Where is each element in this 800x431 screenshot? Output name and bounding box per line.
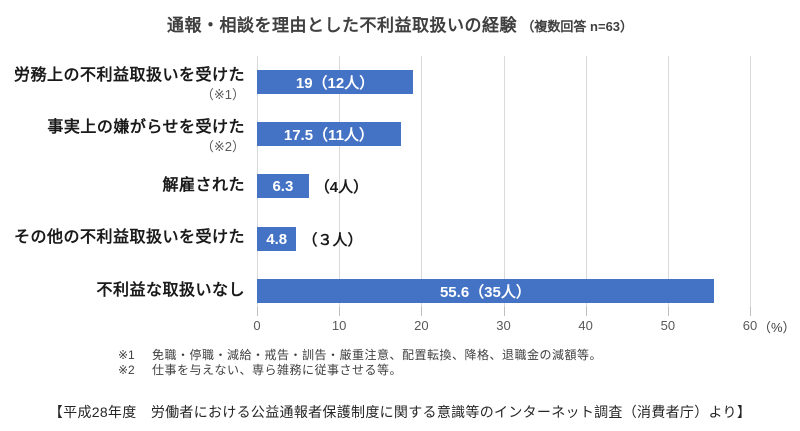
chart-title: 通報・相談を理由とした不利益取扱いの経験 （複数回答 n=63） (0, 11, 800, 36)
gridline-50 (667, 56, 669, 307)
x-tick-0: 0 (253, 318, 261, 333)
bar-count-label: （4人） (314, 178, 369, 196)
bar-roumu: 19（12人） (257, 70, 414, 94)
gridline-20 (421, 56, 423, 307)
bar-nashi: 55.6（35人） (257, 279, 714, 303)
category-label-text: その他の不利益取扱いを受けた (13, 229, 245, 246)
category-label-note: （※2） (200, 139, 245, 154)
x-tick-10: 10 (331, 318, 347, 333)
gridline-40 (585, 56, 587, 307)
footnote-1: ※1 免職・停職・減給・戒告・訓告・厳重注意、配置転換、降格、退職金の減額等。 (118, 348, 602, 363)
x-tick-40: 40 (578, 318, 593, 333)
footnote-marker: ※2 (118, 363, 135, 377)
gridline-30 (503, 56, 505, 307)
bar-value-label: 55.6（35人） (439, 283, 531, 301)
x-tick-50: 50 (660, 318, 676, 333)
category-label-4: その他の不利益取扱いを受けた (0, 228, 245, 248)
footnote-2: ※2 仕事を与えない、専ら雑務に従事させる等。 (118, 363, 602, 378)
bar-count-label: （３人） (302, 231, 363, 249)
bar-row-2: 17.5（11人） (257, 122, 750, 146)
category-label-text: 労務上の不利益取扱いを受けた (13, 67, 245, 84)
bar-value-label: 4.8 (266, 230, 288, 248)
x-tick-30: 30 (496, 318, 511, 333)
bar-value-label: 17.5（11人） (283, 126, 374, 144)
footnotes: ※1 免職・停職・減給・戒告・訓告・厳重注意、配置転換、降格、退職金の減額等。 … (118, 348, 602, 378)
bar-row-3: 6.3 （4人） (257, 174, 750, 198)
bar-row-1: 19（12人） (257, 70, 750, 94)
category-label-2: 事実上の嫌がらせを受けた （※2） (0, 118, 245, 155)
gridline-10 (339, 56, 341, 307)
x-axis-ticks (257, 307, 751, 316)
footnote-text: 仕事を与えない、専ら雑務に従事させる等。 (152, 363, 403, 377)
x-tick-60: 60 (742, 318, 758, 333)
x-tick-20: 20 (414, 318, 429, 333)
source-citation: 【平成28年度 労働者における公益通報者保護制度に関する意識等のインターネット調… (48, 404, 752, 420)
bar-sonota: 4.8 (257, 227, 297, 251)
category-label-text: 事実上の嫌がらせを受けた (47, 119, 245, 136)
category-label-5: 不利益な取扱いなし (0, 281, 245, 301)
category-label-text: 解雇された (162, 177, 245, 194)
category-label-3: 解雇された (0, 176, 245, 196)
footnote-marker: ※1 (118, 348, 135, 362)
gridline-60 (750, 56, 751, 307)
chart-title-sample-note: （複数回答 n=63） (521, 19, 634, 34)
category-label-1: 労務上の不利益取扱いを受けた （※1） (0, 66, 245, 103)
bar-kaiko: 6.3 (257, 174, 309, 198)
bar-value-label: 19（12人） (295, 74, 375, 92)
category-label-text: 不利益な取扱いなし (96, 282, 245, 299)
bar-row-5: 55.6（35人） (257, 279, 750, 303)
bar-value-label: 6.3 (272, 177, 294, 195)
x-axis-unit-label: （%） (758, 320, 796, 335)
x-axis-labels: 0 10 20 30 40 50 60 (253, 318, 757, 334)
chart-title-main: 通報・相談を理由とした不利益取扱いの経験 (166, 16, 517, 35)
bar-row-4: 4.8 （３人） (257, 227, 750, 251)
bar-iyagarase: 17.5（11人） (257, 122, 401, 146)
category-label-note: （※1） (200, 87, 245, 102)
footnote-text: 免職・停職・減給・戒告・訓告・厳重注意、配置転換、降格、退職金の減額等。 (152, 348, 603, 362)
